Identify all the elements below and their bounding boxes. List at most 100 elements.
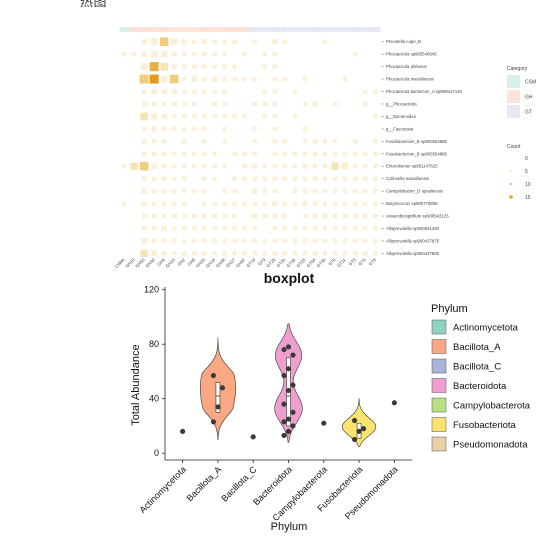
heatmap-cell — [262, 101, 267, 107]
heatmap-cell — [192, 151, 197, 156]
x-tick-label: Fusobacteriota — [315, 464, 364, 513]
category-bar-cell — [370, 27, 381, 32]
heatmap-cell — [302, 76, 308, 82]
heatmap-cell — [232, 188, 237, 194]
column-label: GH10 — [124, 257, 136, 269]
heatmap-cell — [242, 176, 247, 181]
column-label: GT35 — [316, 257, 328, 269]
heatmap-cell — [252, 188, 258, 194]
violin-fusobacteriota — [341, 398, 377, 447]
heatmap-cell — [272, 64, 277, 69]
heatmap-cell — [152, 213, 157, 219]
heatmap-cell — [192, 114, 197, 119]
data-point — [210, 419, 216, 425]
y-tick-label: 80 — [149, 339, 159, 349]
category-bar-cell — [320, 27, 331, 32]
heatmap-cell — [302, 251, 308, 256]
heatmap-cell — [332, 251, 338, 256]
category-bar-cell — [209, 27, 220, 32]
heatmap-cell — [192, 52, 197, 57]
heatmap-cell — [182, 89, 187, 94]
heatmap-cell — [182, 188, 187, 194]
data-point — [290, 409, 296, 415]
heatmap-cell — [151, 88, 157, 95]
heatmap-cell — [222, 114, 227, 119]
category-bar-cell — [290, 27, 301, 32]
heatmap-cell — [212, 52, 217, 57]
heatmap-cell — [182, 201, 187, 206]
legend-swatch — [431, 319, 447, 335]
heatmap-cell — [332, 201, 338, 206]
heatmap-cell — [373, 114, 378, 119]
heatmap-cell — [312, 226, 318, 231]
heatmap-cell — [222, 251, 227, 256]
heatmap-cell — [272, 200, 278, 207]
heatmap-cell — [171, 88, 177, 95]
heatmap-cell — [202, 139, 207, 144]
heatmap-cell — [272, 39, 278, 45]
data-point — [281, 347, 287, 353]
data-point — [285, 387, 292, 394]
heatmap-cell — [332, 213, 338, 219]
heatmap-cell — [312, 188, 318, 194]
heatmap-cell — [202, 151, 207, 156]
heatmap-cell — [222, 226, 227, 231]
heatmap-cell — [182, 213, 187, 219]
heatmap-cell — [202, 114, 207, 119]
category-bar-cell — [199, 27, 210, 32]
column-label: GH30 — [144, 257, 156, 269]
x-tick-label: Bacteroidota — [251, 464, 294, 507]
heatmap-cell — [161, 88, 167, 95]
heatmap-cell — [182, 76, 187, 82]
heatmap-cell — [192, 64, 197, 69]
heatmap-cell — [353, 201, 358, 206]
heatmap-cell — [242, 164, 247, 169]
heatmap-cell — [242, 226, 247, 231]
heatmap-cell — [373, 89, 378, 94]
count-legend-label: 0 — [525, 156, 528, 162]
data-point — [285, 428, 292, 434]
heatmap-cell — [182, 64, 187, 69]
column-label: GH27 — [225, 257, 237, 269]
heatmap-cell — [322, 226, 328, 231]
heatmap-cell — [141, 226, 147, 231]
heatmap-cell — [282, 238, 287, 244]
heatmap-cell — [342, 251, 348, 256]
heatmap-cell — [182, 139, 187, 144]
legend-swatch — [431, 397, 447, 413]
row-label: Alloprevotella sp900437875 — [386, 238, 440, 243]
violin-bacteroidota — [274, 323, 303, 443]
heatmap-cell — [202, 226, 207, 231]
category-bar-cell — [220, 27, 230, 32]
data-point — [290, 352, 296, 358]
heatmap-cell — [252, 238, 257, 244]
column-label: GT26 — [275, 257, 287, 269]
heatmap-cell — [222, 126, 227, 132]
heatmap-cell — [151, 163, 157, 169]
heatmap-cell — [151, 250, 157, 257]
heatmap-cell — [332, 176, 338, 181]
heatmap-cell — [212, 114, 217, 119]
heatmap-cell — [222, 201, 227, 206]
heatmap-cell — [252, 139, 257, 144]
heatmap-cell — [242, 201, 247, 206]
heatmap-cell — [232, 114, 237, 119]
heatmap-cell — [282, 251, 287, 256]
heatmap-cell — [182, 126, 187, 132]
heatmap-cell — [202, 251, 207, 256]
row-label: Butyricoccus sp900776805 — [386, 201, 438, 206]
heatmap-cell — [342, 226, 348, 231]
count-legend-label: 5 — [525, 169, 528, 175]
heatmap-cell — [192, 89, 197, 94]
heatmap-cell — [152, 151, 157, 156]
heatmap-cell — [363, 226, 368, 231]
heatmap-cell — [353, 251, 358, 256]
heatmap-cell — [292, 226, 298, 231]
heatmap-cell — [170, 74, 179, 84]
heatmap-cell — [222, 76, 227, 82]
heatmap-cell — [222, 188, 227, 194]
row-label: Fusobacterium_B sp900554885 — [386, 151, 448, 156]
heatmap-cell — [141, 39, 147, 45]
heatmap-cell — [272, 76, 277, 82]
heatmap-cell — [282, 226, 287, 231]
